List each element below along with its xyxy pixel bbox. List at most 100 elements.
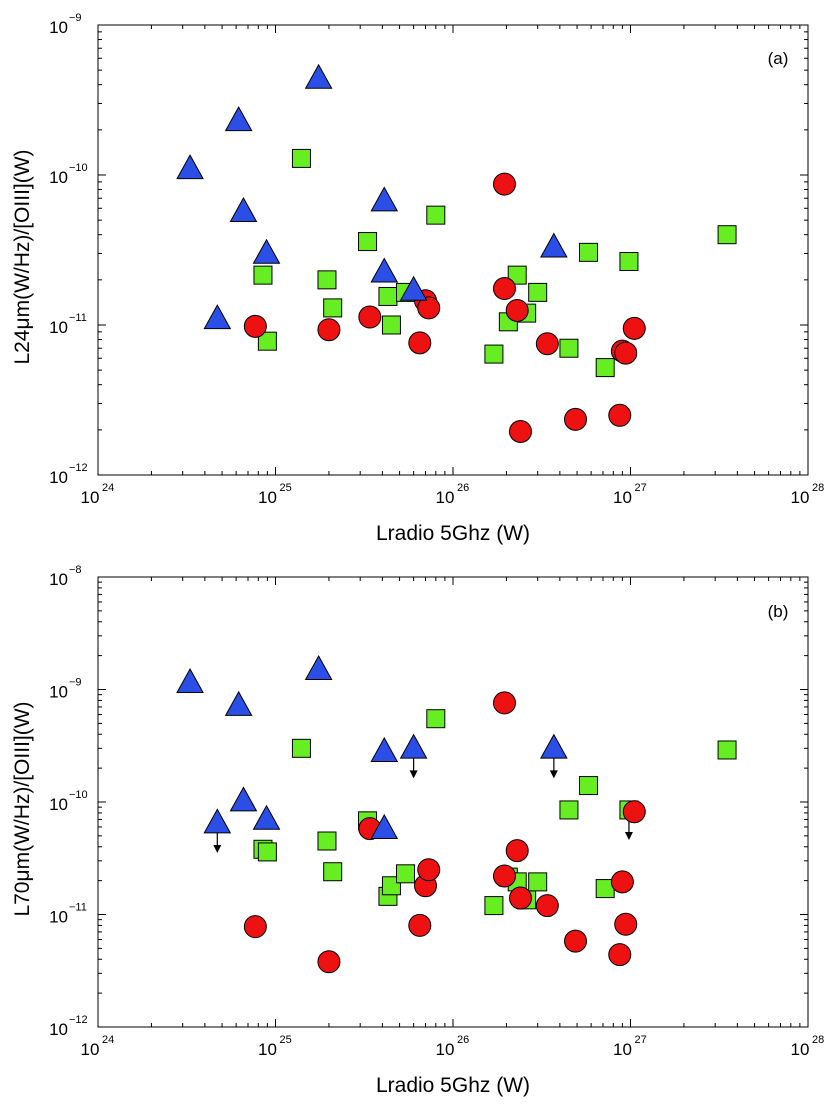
- point-triangle: [399, 275, 428, 301]
- y-tick-exponent: −12: [69, 462, 88, 474]
- panel-label: (b): [768, 602, 789, 621]
- point-circle: [492, 691, 516, 715]
- x-tick-exponent: 25: [280, 482, 292, 494]
- point-circle: [610, 870, 634, 894]
- y-tick-exponent: −11: [69, 312, 87, 324]
- point-circle: [505, 839, 529, 863]
- point-circle: [508, 419, 532, 443]
- point-circle: [417, 858, 441, 882]
- point-triangle: [252, 238, 281, 264]
- y-axis-label: L70μm(W/Hz)/[OIII](W): [11, 701, 34, 916]
- point-triangle: [540, 232, 568, 258]
- point-circle: [317, 318, 341, 342]
- x-tick-label: 10: [791, 1040, 810, 1059]
- y-tick-exponent: −8: [69, 564, 82, 576]
- point-square: [381, 315, 401, 335]
- point-circle: [408, 331, 432, 355]
- y-axis-label: L24μm(W/Hz)/[OIII](W): [11, 149, 34, 364]
- point-circle: [622, 316, 646, 340]
- x-tick-exponent: 27: [635, 1034, 647, 1046]
- plot-frame: [97, 576, 809, 1028]
- point-circle: [417, 296, 441, 320]
- point-square: [323, 862, 343, 882]
- x-tick-label: 10: [436, 1040, 455, 1059]
- x-axis-label: Lradio 5Ghz (W): [376, 1074, 530, 1097]
- point-square: [291, 738, 311, 758]
- point-square: [381, 876, 401, 896]
- x-tick-label: 10: [436, 488, 455, 507]
- x-tick-exponent: 26: [457, 482, 469, 494]
- point-square: [257, 842, 277, 862]
- point-square: [507, 265, 527, 285]
- point-triangle: [176, 154, 204, 180]
- y-tick-label: 10: [49, 795, 68, 814]
- point-circle: [492, 172, 516, 196]
- x-tick-label: 10: [791, 488, 810, 507]
- x-tick-label: 10: [613, 488, 632, 507]
- point-circle: [243, 314, 267, 338]
- x-tick-label: 10: [258, 1040, 277, 1059]
- point-triangle: [540, 733, 568, 759]
- x-axis-label: Lradio 5Ghz (W): [376, 522, 530, 545]
- y-tick-exponent: −12: [69, 1014, 88, 1026]
- point-square: [559, 800, 579, 820]
- point-square: [717, 225, 737, 245]
- point-circle: [243, 915, 267, 939]
- point-triangle: [224, 690, 253, 716]
- point-triangle: [203, 304, 232, 330]
- x-tick-exponent: 27: [635, 482, 647, 494]
- x-tick-label: 10: [81, 488, 100, 507]
- y-tick-exponent: −10: [69, 789, 88, 801]
- point-circle: [317, 950, 341, 974]
- point-square: [323, 298, 343, 318]
- point-square: [484, 344, 504, 364]
- point-square: [253, 265, 273, 285]
- point-square: [595, 358, 615, 378]
- point-square: [317, 270, 337, 290]
- point-square: [358, 232, 378, 252]
- x-tick-label: 10: [613, 1040, 632, 1059]
- panel-label: (a): [768, 49, 789, 68]
- point-circle: [535, 332, 559, 356]
- y-tick-exponent: −9: [69, 677, 82, 689]
- plot-frame: [97, 24, 809, 476]
- y-tick-label: 10: [49, 683, 68, 702]
- point-triangle: [399, 733, 428, 759]
- point-circle: [564, 407, 588, 431]
- point-triangle: [229, 196, 258, 222]
- point-circle: [508, 886, 532, 910]
- y-tick-label: 10: [49, 1020, 68, 1039]
- point-square: [395, 864, 415, 884]
- y-tick-label: 10: [49, 18, 68, 37]
- point-square: [484, 896, 504, 916]
- y-tick-exponent: −9: [69, 12, 82, 24]
- point-square: [426, 709, 446, 729]
- point-square: [378, 286, 398, 306]
- point-square: [426, 205, 446, 225]
- point-circle: [505, 298, 529, 322]
- point-triangle: [176, 667, 204, 693]
- point-circle: [614, 912, 638, 936]
- point-square: [579, 242, 599, 262]
- point-triangle: [252, 804, 281, 830]
- y-tick-label: 10: [49, 168, 68, 187]
- point-square: [619, 252, 639, 272]
- point-circle: [492, 277, 516, 301]
- y-tick-label: 10: [49, 318, 68, 337]
- y-tick-exponent: −11: [69, 902, 87, 914]
- point-circle: [492, 864, 516, 888]
- x-tick-exponent: 24: [102, 482, 114, 494]
- point-triangle: [229, 786, 258, 812]
- x-tick-label: 10: [81, 1040, 100, 1059]
- point-triangle: [224, 106, 253, 132]
- point-square: [317, 831, 337, 851]
- point-triangle: [370, 257, 399, 283]
- point-circle: [608, 403, 632, 427]
- point-circle: [358, 305, 382, 329]
- point-triangle: [370, 813, 399, 839]
- point-circle: [622, 800, 646, 824]
- point-triangle: [304, 655, 333, 681]
- point-triangle: [370, 186, 399, 212]
